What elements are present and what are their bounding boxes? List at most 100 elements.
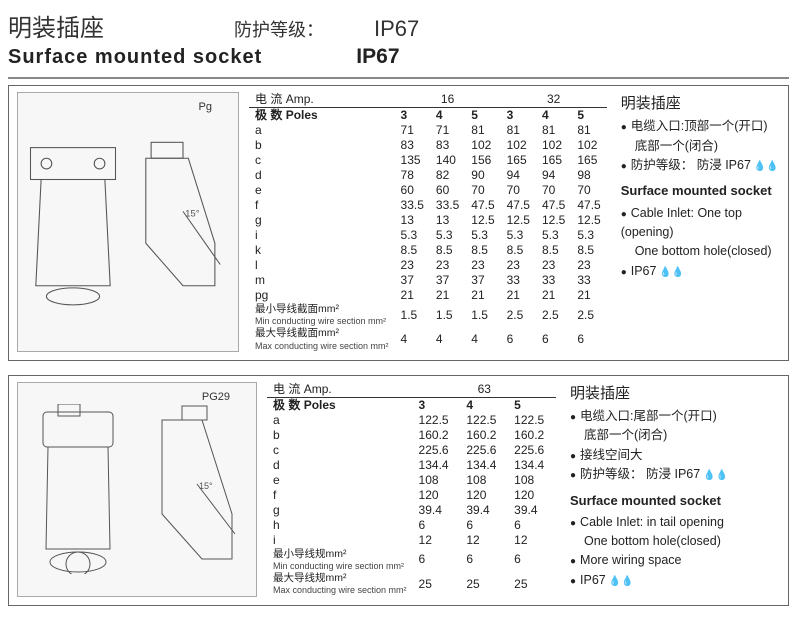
cell: 6 xyxy=(413,518,461,533)
cell: 21 xyxy=(501,288,536,303)
cell: 37 xyxy=(465,273,500,288)
cell: 60 xyxy=(395,183,430,198)
side-info-1: 明装插座 电缆入口:顶部一个(开口) 底部一个(闭合) 防护等级： 防浸 IP6… xyxy=(617,92,780,352)
cell: 160.2 xyxy=(508,428,556,443)
cell: 134.4 xyxy=(413,458,461,473)
cell: 156 xyxy=(465,153,500,168)
cell: 102 xyxy=(465,138,500,153)
cell: 23 xyxy=(465,258,500,273)
socket-side-icon: 15° xyxy=(128,137,238,307)
cell: 21 xyxy=(465,288,500,303)
row-label: i xyxy=(249,228,395,243)
cell: 8.5 xyxy=(430,243,465,258)
cell: 12 xyxy=(413,533,461,548)
cell: 21 xyxy=(536,288,571,303)
cell: 8.5 xyxy=(465,243,500,258)
section-2: PG29 15° 电 流 Amp. 63 极 数 Poles xyxy=(8,375,789,606)
row-label: g xyxy=(249,213,395,228)
cell: 134.4 xyxy=(460,458,508,473)
cell: 33.5 xyxy=(395,198,430,213)
max-cn-2: 最大导线规mm² xyxy=(273,572,407,585)
row-label: pg xyxy=(249,288,395,303)
spec-table-1: 电 流 Amp. 16 32 极 数 Poles 3 4 5 3 4 5 a71… xyxy=(249,92,607,352)
cell: 102 xyxy=(571,138,606,153)
cell: 1.5 xyxy=(395,303,430,327)
cell: 8.5 xyxy=(501,243,536,258)
row-label: i xyxy=(267,533,413,548)
cell: 1.5 xyxy=(430,303,465,327)
side-en-cable: Cable Inlet: One top (opening) xyxy=(621,204,780,243)
cell: 81 xyxy=(571,123,606,138)
cell: 21 xyxy=(430,288,465,303)
cell: 6 xyxy=(460,518,508,533)
cell: 21 xyxy=(395,288,430,303)
cell: 8.5 xyxy=(536,243,571,258)
row-label: f xyxy=(249,198,395,213)
poles-cn-2: 极 数 xyxy=(273,398,300,412)
pole: 5 xyxy=(465,108,500,124)
pg-label-2: PG29 xyxy=(202,391,230,403)
cell: 81 xyxy=(536,123,571,138)
max-en-1: Max conducting wire section mm² xyxy=(255,341,389,352)
row-label: b xyxy=(249,138,395,153)
cell: 83 xyxy=(395,138,430,153)
side-en-ip: IP67 xyxy=(621,262,780,281)
section-1: www.e Pg 15° 电 流 Amp. 16 32 xyxy=(8,85,789,361)
cell: 6 xyxy=(413,548,461,572)
cn-title: 明装插座 xyxy=(8,8,104,43)
cell: 12.5 xyxy=(571,213,606,228)
technical-drawing-2: PG29 15° xyxy=(17,382,257,597)
cell: 12.5 xyxy=(501,213,536,228)
cell: 5.3 xyxy=(501,228,536,243)
side-cn-cable-b: 底部一个(闭合) xyxy=(635,137,780,156)
amp-en-1: Amp. xyxy=(286,92,314,106)
row-label: a xyxy=(267,413,413,428)
cell: 140 xyxy=(430,153,465,168)
amp-16: 16 xyxy=(395,92,501,108)
cell: 5.3 xyxy=(395,228,430,243)
side-en-wiring: More wiring space xyxy=(570,551,780,570)
poles-cn-1: 极 数 xyxy=(255,108,282,122)
cell: 23 xyxy=(571,258,606,273)
cell: 78 xyxy=(395,168,430,183)
cell: 39.4 xyxy=(413,503,461,518)
cell: 108 xyxy=(508,473,556,488)
row-label: c xyxy=(267,443,413,458)
cell: 108 xyxy=(460,473,508,488)
cell: 120 xyxy=(508,488,556,503)
cell: 225.6 xyxy=(508,443,556,458)
cn-protection-label: 防护等级： xyxy=(234,16,324,42)
cell: 83 xyxy=(430,138,465,153)
cell: 2.5 xyxy=(536,303,571,327)
cell: 90 xyxy=(465,168,500,183)
max-cn-1: 最大导线截面mm² xyxy=(255,327,389,340)
cell: 37 xyxy=(430,273,465,288)
cell: 25 xyxy=(413,572,461,596)
cell: 8.5 xyxy=(571,243,606,258)
cell: 120 xyxy=(413,488,461,503)
cell: 13 xyxy=(395,213,430,228)
cell: 160.2 xyxy=(413,428,461,443)
max-en-2: Max conducting wire section mm² xyxy=(273,585,407,596)
pole: 3 xyxy=(413,397,461,413)
cell: 6 xyxy=(508,518,556,533)
cell: 47.5 xyxy=(465,198,500,213)
cell: 6 xyxy=(536,327,571,351)
min-en-2: Min conducting wire section mm² xyxy=(273,561,407,572)
cell: 5.3 xyxy=(536,228,571,243)
cell: 12 xyxy=(508,533,556,548)
side-cn-protection: 防护等级： 防浸 IP67 xyxy=(621,156,780,175)
cell: 4 xyxy=(430,327,465,351)
pole: 3 xyxy=(501,108,536,124)
cell: 33 xyxy=(571,273,606,288)
cell: 94 xyxy=(536,168,571,183)
row-label: f xyxy=(267,488,413,503)
cell: 6 xyxy=(571,327,606,351)
cell: 33.5 xyxy=(430,198,465,213)
cell: 165 xyxy=(501,153,536,168)
side-en-cable-b: One bottom hole(closed) xyxy=(635,242,780,261)
cell: 160.2 xyxy=(460,428,508,443)
side-en-heading-1: Surface mounted socket xyxy=(621,181,780,201)
cell: 33 xyxy=(501,273,536,288)
amp-63: 63 xyxy=(413,382,556,398)
